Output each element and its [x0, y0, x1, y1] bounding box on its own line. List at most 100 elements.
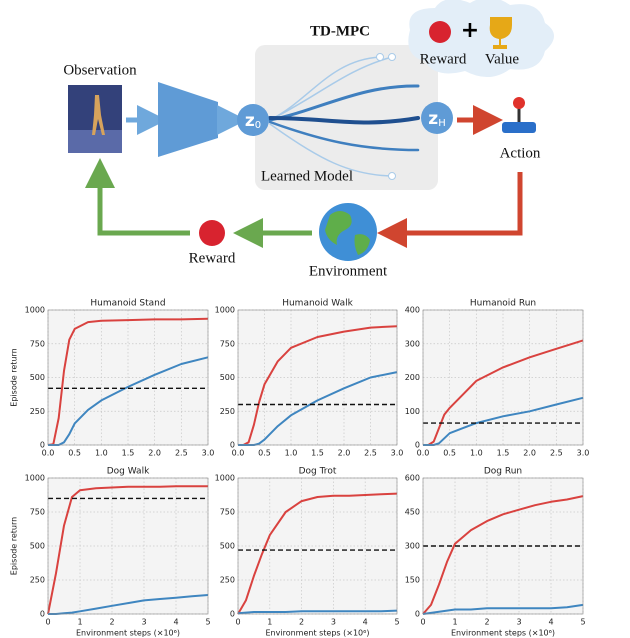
x-tick-label: 1.5	[497, 449, 510, 458]
axes-frame	[422, 309, 584, 446]
arrow	[85, 158, 190, 236]
x-tick-label: 0.0	[42, 449, 55, 458]
x-tick-label: 2.5	[550, 449, 563, 458]
y-tick-label: 300	[405, 542, 420, 551]
x-tick-label: 0.5	[258, 449, 271, 458]
plot-area	[238, 478, 397, 614]
x-tick-label: 2	[299, 618, 304, 627]
rollouts	[268, 53, 420, 180]
encoder	[158, 82, 218, 157]
y-tick-label: 0	[415, 441, 420, 450]
series-line	[47, 317, 209, 446]
x-tick-label: 2.0	[523, 449, 536, 458]
series-line	[422, 495, 584, 615]
y-tick-label: 250	[30, 407, 45, 416]
series-line	[48, 594, 209, 615]
chart-title: Humanoid Run	[470, 299, 536, 309]
x-tick-label: 5	[394, 618, 399, 627]
y-tick-label: 100	[405, 407, 420, 416]
x-tick-label: 0.0	[232, 449, 245, 458]
y-tick-label: 750	[30, 508, 45, 517]
zH-node	[421, 102, 453, 134]
x-tick-label: 3.0	[391, 449, 404, 458]
environment-label: Environment	[309, 263, 388, 279]
model-label: Learned Model	[261, 168, 353, 184]
x-tick-label: 0	[235, 618, 240, 627]
y-tick-label: 600	[405, 474, 420, 483]
y-tick-label: 750	[220, 339, 235, 348]
x-tick-label: 1	[267, 618, 272, 627]
series-line	[237, 492, 398, 615]
apple-icon	[429, 21, 451, 43]
y-tick-label: 500	[30, 373, 45, 382]
x-tick-label: 1.0	[470, 449, 483, 458]
x-tick-label: 1	[77, 618, 82, 627]
chart-title: Dog Run	[484, 467, 522, 477]
joystick-icon	[502, 97, 536, 133]
x-tick-label: 1.0	[95, 449, 108, 458]
model-box	[255, 45, 438, 190]
axes-frame	[422, 477, 584, 615]
y-tick-label: 500	[30, 542, 45, 551]
z-subscript: H	[438, 118, 446, 129]
y-axis-label: Episode return	[10, 348, 19, 406]
cloud-reward: Reward	[420, 51, 467, 67]
x-tick-label: 3	[516, 618, 521, 627]
x-tick-label: 0.0	[417, 449, 430, 458]
x-tick-label: 2.0	[338, 449, 351, 458]
diagram: TD-MPC + Reward Value Observation z0 zH …	[63, 0, 554, 279]
zH-label: zH	[428, 109, 445, 129]
y-tick-label: 300	[405, 339, 420, 348]
series-line	[47, 485, 208, 615]
z0-label: z0	[245, 111, 261, 131]
y-axis-label: Episode return	[10, 517, 19, 575]
x-tick-label: 3.0	[202, 449, 215, 458]
trophy-icon	[489, 17, 512, 49]
x-tick-label: 5	[205, 618, 210, 627]
cloud-value: Value	[485, 51, 519, 67]
y-tick-label: 0	[415, 610, 420, 619]
x-tick-label: 1.5	[311, 449, 324, 458]
x-axis-label: Environment steps (×10⁶)	[266, 629, 370, 638]
z0-node	[237, 104, 269, 136]
y-tick-label: 750	[220, 508, 235, 517]
y-tick-label: 1000	[25, 306, 45, 315]
axes-frame	[47, 309, 209, 446]
x-tick-label: 2.0	[148, 449, 161, 458]
axes-frame	[237, 477, 398, 615]
y-tick-label: 250	[220, 407, 235, 416]
chart-title: Humanoid Walk	[282, 299, 353, 309]
chart-title: Dog Walk	[107, 467, 150, 477]
x-tick-label: 3	[141, 618, 146, 627]
humanoid	[92, 95, 105, 135]
x-axis-label: Environment steps (×10⁶)	[76, 629, 180, 638]
x-tick-label: 2.5	[175, 449, 188, 458]
globe-icon	[319, 203, 377, 261]
arrow	[377, 172, 523, 248]
series-line	[422, 603, 584, 615]
apple-icon	[199, 220, 225, 246]
x-tick-label: 3.0	[577, 449, 590, 458]
y-tick-label: 500	[220, 373, 235, 382]
floor	[68, 130, 122, 153]
z-symbol: z	[245, 111, 255, 131]
y-tick-label: 250	[220, 576, 235, 585]
x-tick-label: 0.5	[68, 449, 81, 458]
axes-frame	[237, 309, 398, 446]
y-tick-label: 1000	[215, 306, 235, 315]
x-tick-label: 2	[484, 618, 489, 627]
y-tick-label: 450	[405, 508, 420, 517]
x-tick-label: 4	[548, 618, 553, 627]
x-tick-label: 3	[331, 618, 336, 627]
y-tick-label: 150	[405, 576, 420, 585]
diagram-title: TD-MPC	[310, 23, 370, 39]
x-tick-label: 5	[580, 618, 585, 627]
y-tick-label: 0	[230, 610, 235, 619]
y-tick-label: 250	[30, 576, 45, 585]
cloud	[408, 0, 554, 77]
x-tick-label: 1.5	[122, 449, 135, 458]
y-tick-label: 750	[30, 339, 45, 348]
y-tick-label: 0	[40, 441, 45, 450]
